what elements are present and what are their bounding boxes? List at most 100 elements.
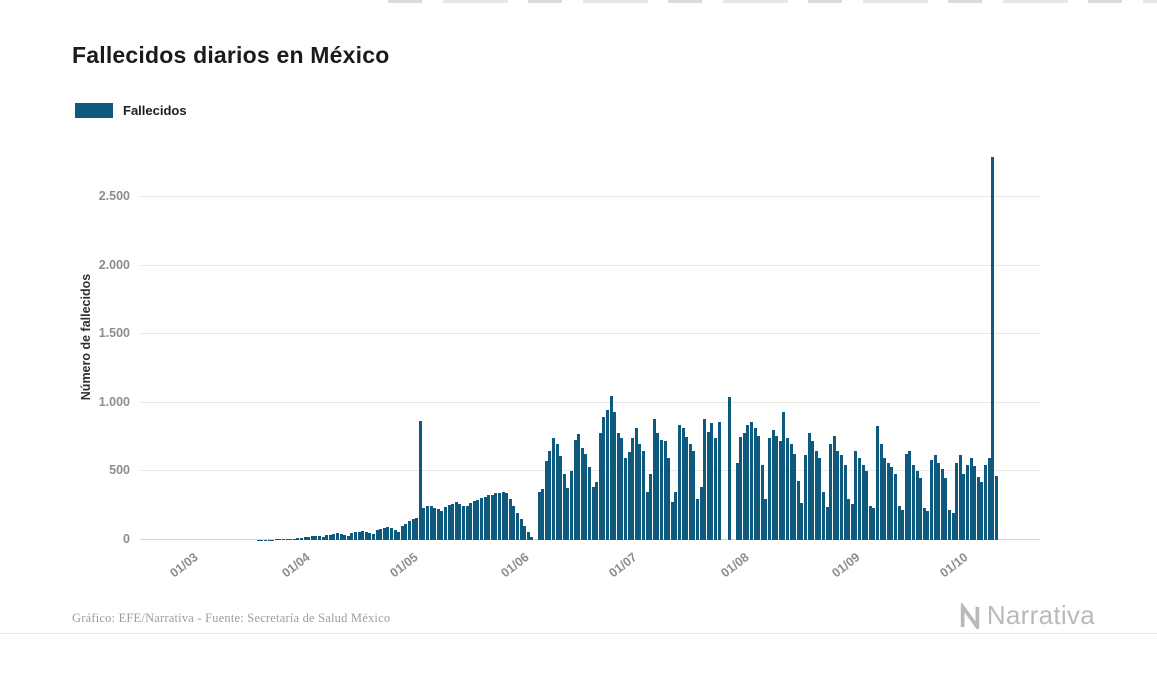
x-tick-label: 01/10 <box>937 550 972 581</box>
bar <box>789 443 793 540</box>
bar <box>922 508 926 540</box>
gridline <box>140 401 1040 403</box>
bar <box>746 424 750 540</box>
bar <box>462 505 465 540</box>
bar <box>843 464 847 540</box>
bar <box>591 486 595 540</box>
bar <box>516 512 519 540</box>
bar <box>562 474 566 540</box>
bar <box>447 505 451 540</box>
bar <box>346 535 350 540</box>
bar <box>494 493 498 540</box>
y-tick-label: 2.000 <box>98 257 130 272</box>
bar <box>570 471 573 540</box>
bar <box>951 512 955 540</box>
bar <box>490 494 494 540</box>
bar <box>764 498 768 540</box>
bar <box>667 457 671 540</box>
bar <box>487 495 491 540</box>
bar <box>760 464 764 540</box>
bar <box>901 509 905 540</box>
bar <box>750 422 753 540</box>
bar <box>598 432 602 540</box>
bar <box>559 456 563 540</box>
bar <box>735 463 739 540</box>
bar <box>336 533 339 540</box>
bar <box>613 412 617 540</box>
bar <box>710 423 714 540</box>
bar <box>940 468 944 540</box>
bar <box>552 437 555 540</box>
bar <box>987 457 991 540</box>
bar <box>728 397 732 540</box>
bar <box>937 463 941 540</box>
bar <box>555 443 559 540</box>
bar <box>476 499 480 540</box>
bar <box>829 443 833 540</box>
bar <box>634 427 638 540</box>
bar <box>505 493 509 540</box>
bar <box>307 536 311 540</box>
y-tick-label: 1.500 <box>98 326 130 341</box>
x-tick-label: 01/07 <box>606 550 640 581</box>
bar <box>606 409 609 540</box>
bar <box>508 498 512 540</box>
bar <box>354 532 357 540</box>
bar <box>674 491 678 540</box>
bar <box>840 454 843 540</box>
bar <box>688 443 692 540</box>
bar <box>966 464 969 540</box>
bar <box>933 454 937 540</box>
y-tick-label: 2.500 <box>98 189 130 203</box>
footer-divider <box>0 633 1157 634</box>
plot-area <box>140 140 1040 540</box>
bar <box>804 454 807 540</box>
bar <box>472 500 476 540</box>
bar <box>303 537 307 540</box>
bar <box>548 450 552 540</box>
bar <box>627 452 631 540</box>
bar <box>314 535 318 540</box>
bar <box>519 519 523 540</box>
bar <box>681 427 685 540</box>
bar <box>825 507 829 540</box>
bar <box>962 474 966 540</box>
bar <box>991 157 995 540</box>
bar <box>775 435 779 540</box>
bar <box>296 538 300 540</box>
bar <box>955 463 959 540</box>
bar <box>897 505 901 540</box>
bar <box>926 511 930 540</box>
bar <box>796 481 800 540</box>
bar <box>379 529 383 540</box>
bar <box>361 530 365 540</box>
bar <box>904 453 908 540</box>
bar <box>541 489 545 540</box>
bar <box>512 505 516 540</box>
bar <box>609 395 613 540</box>
bar <box>444 507 447 540</box>
bar <box>930 460 933 540</box>
top-edge-artifact <box>388 0 1157 3</box>
bar <box>310 536 314 540</box>
bar <box>645 491 649 540</box>
bar <box>624 457 627 540</box>
bar <box>408 521 411 540</box>
bar <box>282 539 285 540</box>
bar <box>948 509 951 540</box>
bar <box>577 434 581 540</box>
bar <box>894 474 897 540</box>
bar <box>451 503 455 540</box>
bar <box>440 510 444 540</box>
bar <box>811 441 815 540</box>
bar <box>350 532 354 540</box>
bar <box>318 536 321 540</box>
bar <box>786 438 789 540</box>
bar <box>584 453 588 540</box>
bar <box>850 504 854 540</box>
bar <box>818 457 822 540</box>
bar <box>793 453 797 540</box>
bar <box>739 437 743 540</box>
